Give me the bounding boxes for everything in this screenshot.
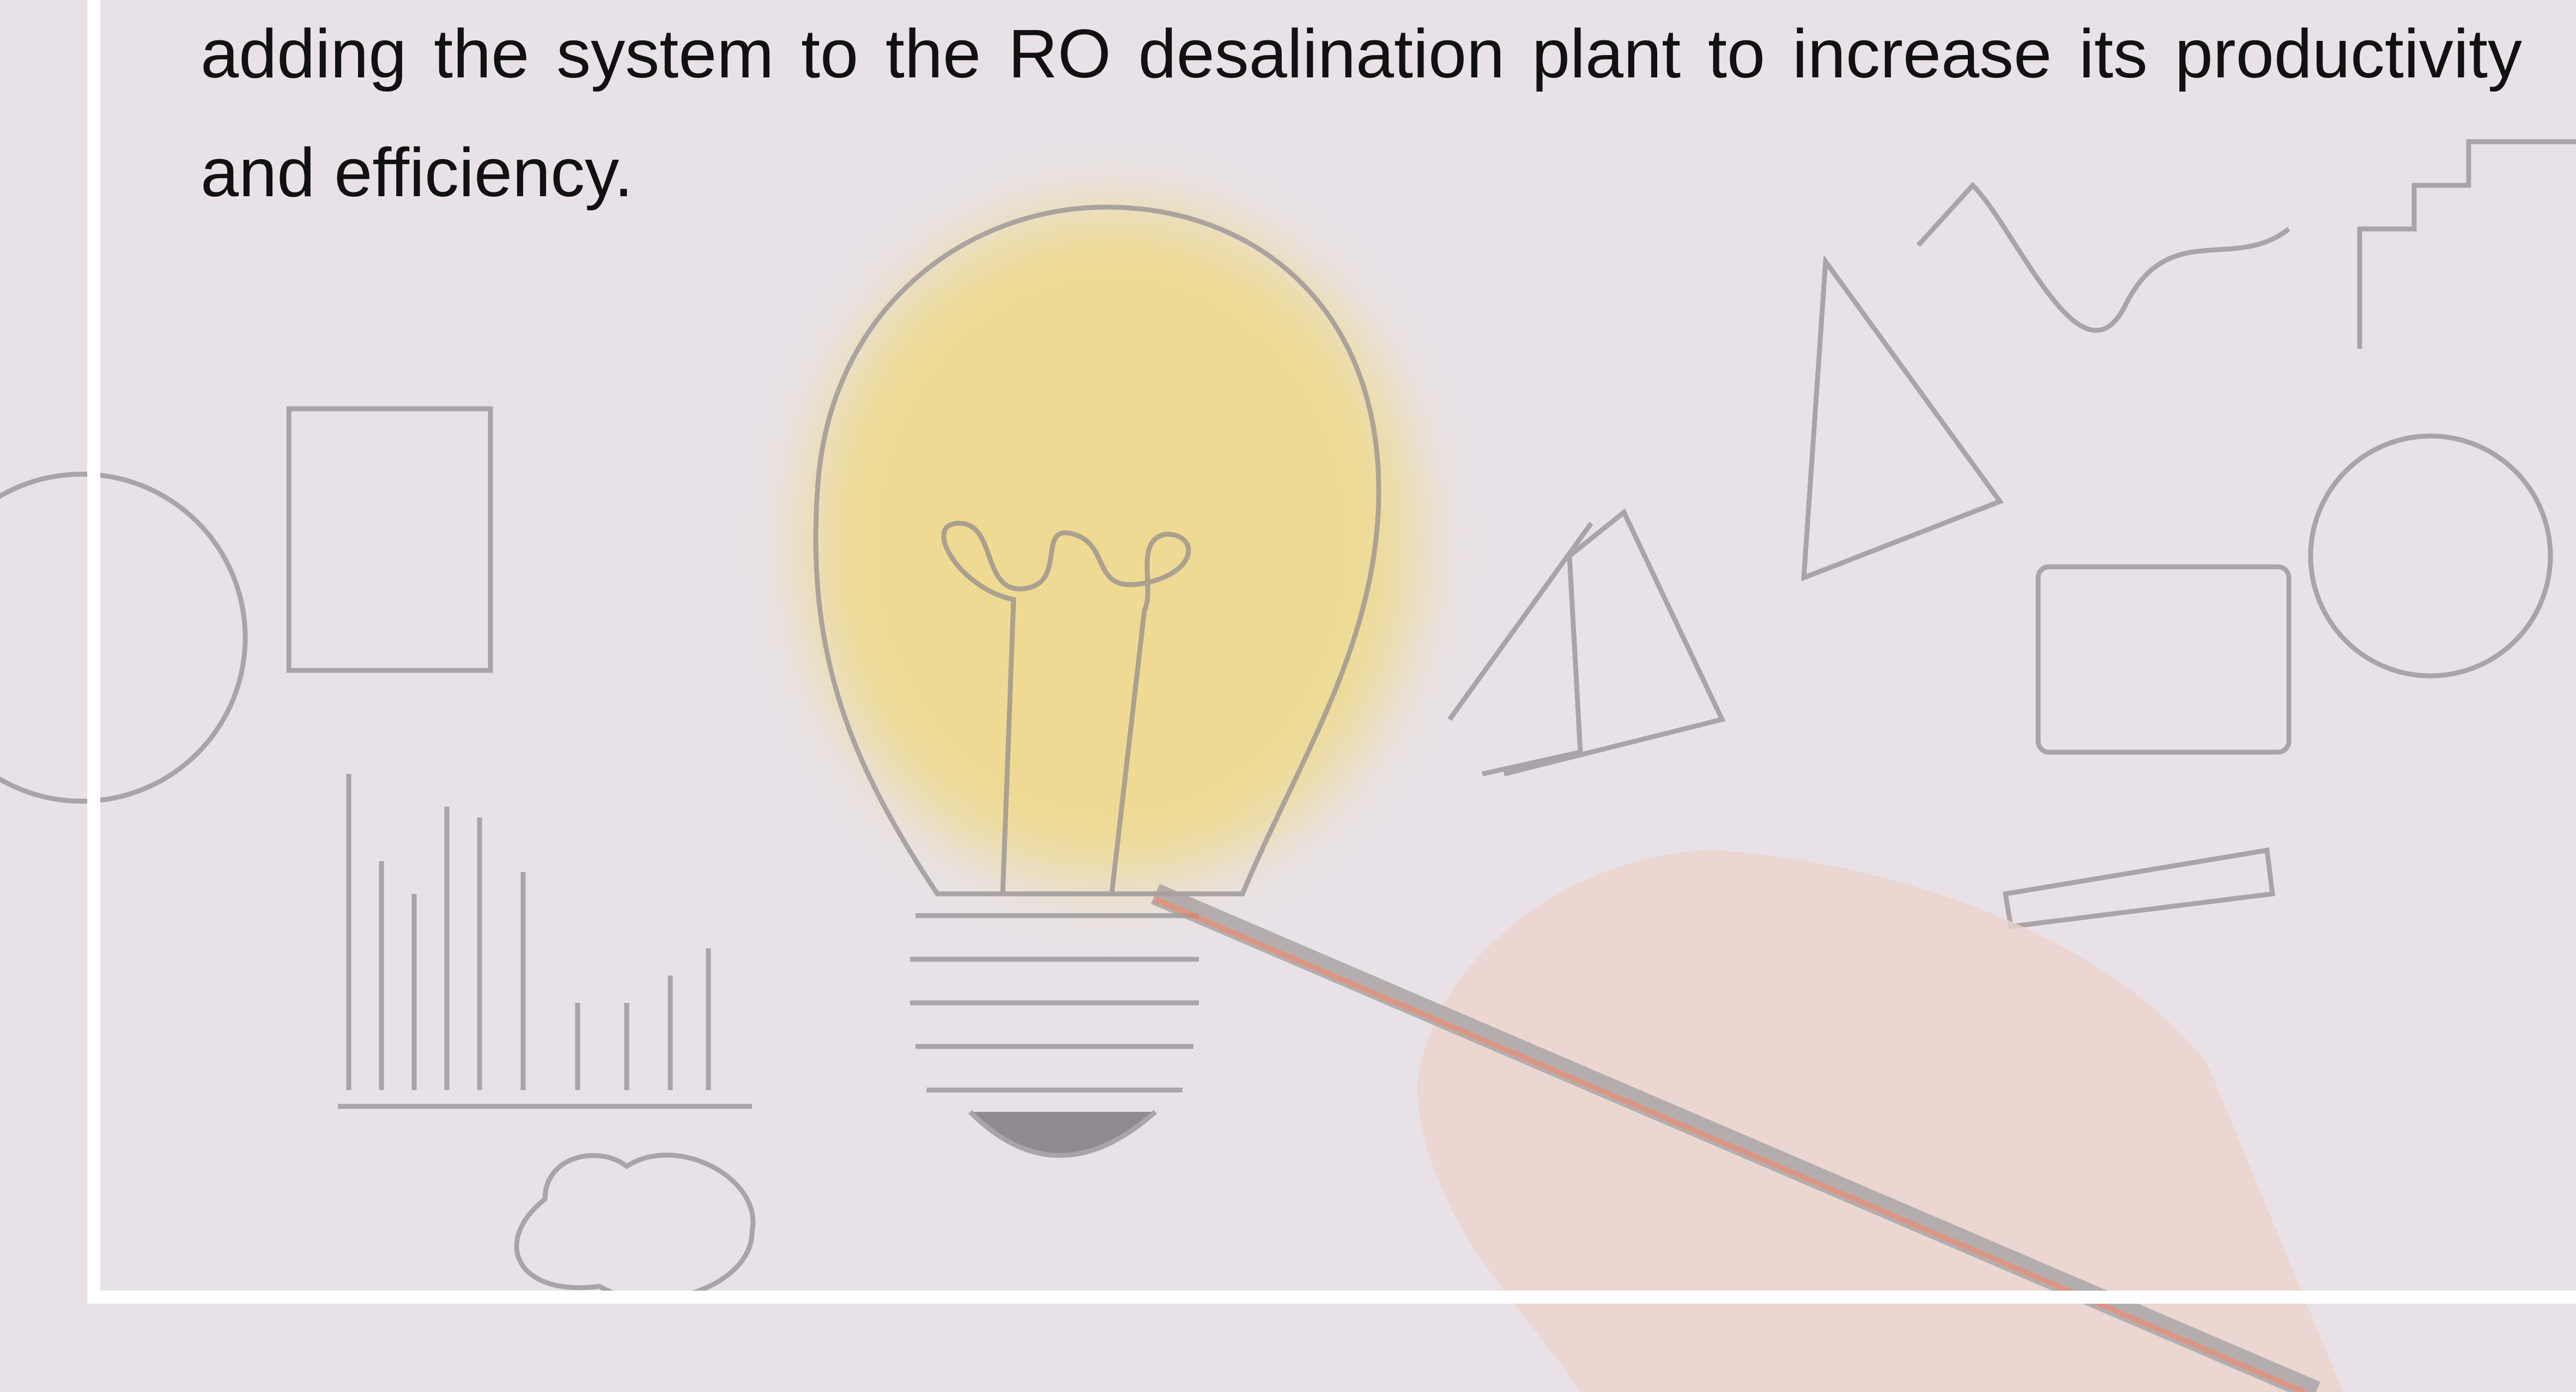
slide: {"body": {"text": "adding the system to …	[0, 0, 2576, 1392]
body-text: adding the system to the RO desalination…	[201, 0, 2522, 232]
